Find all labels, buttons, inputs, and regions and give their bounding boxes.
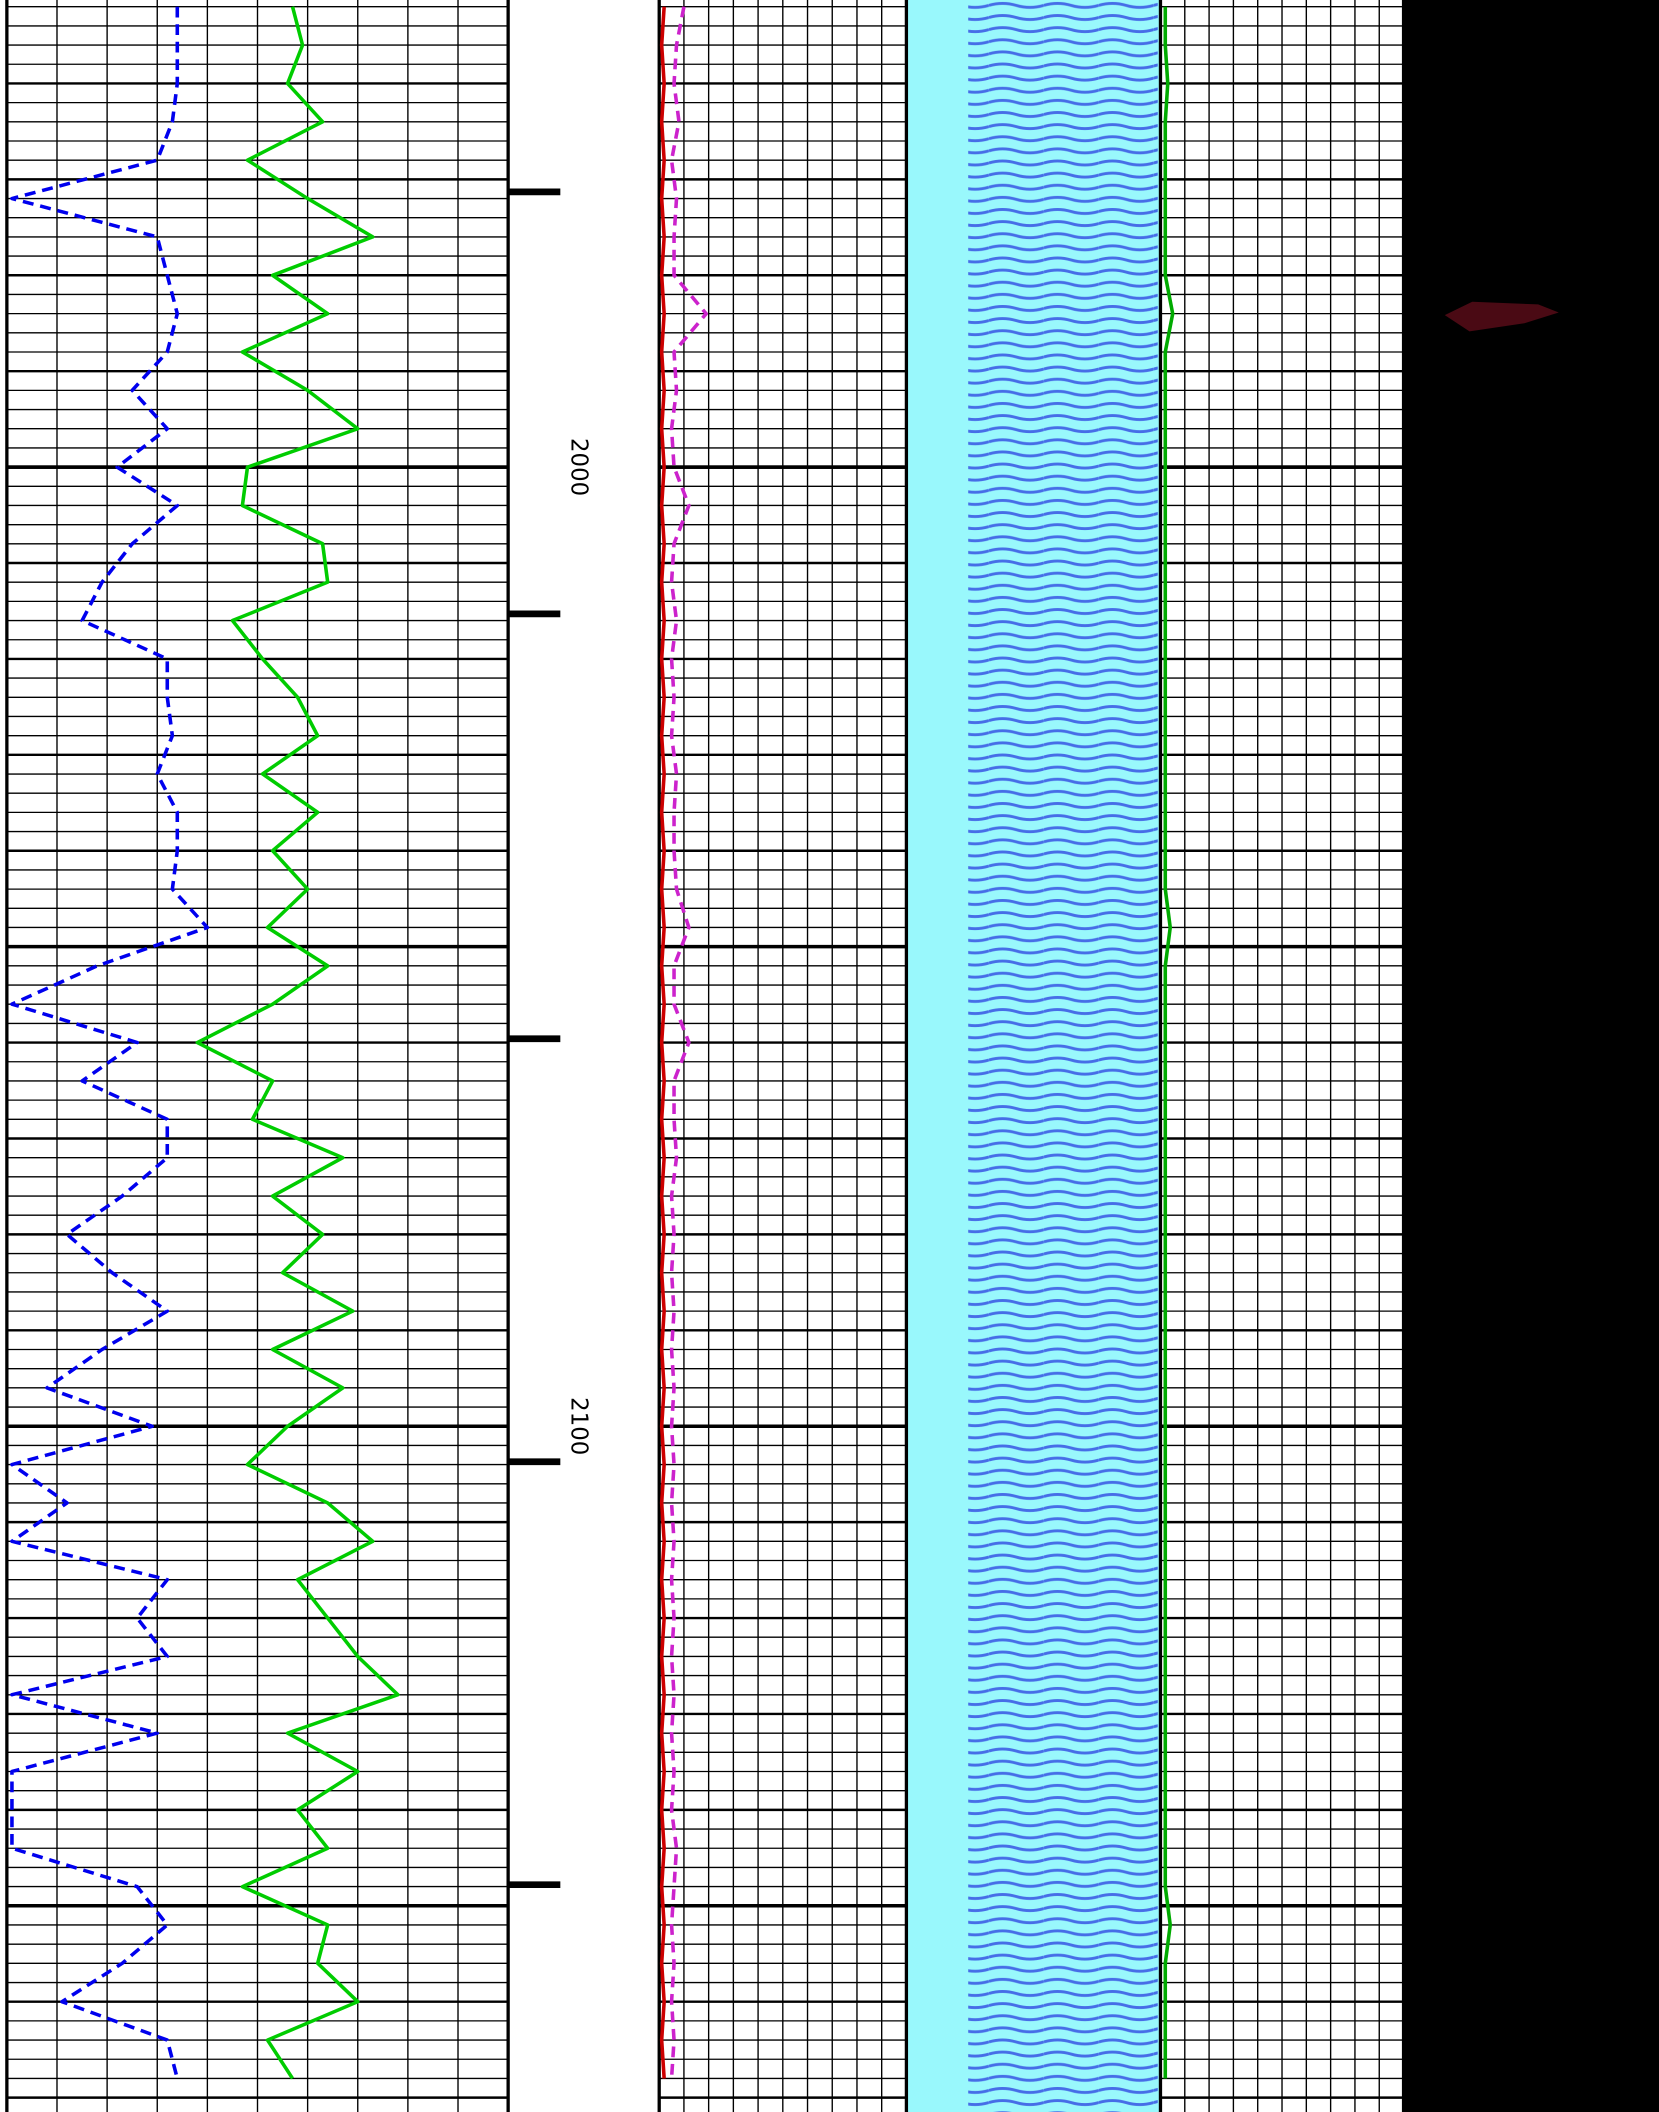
log-curve xyxy=(669,6,708,2079)
log-curve xyxy=(10,6,210,2079)
log-curve xyxy=(659,6,666,2079)
log-curve xyxy=(1163,6,1175,2079)
image-feature xyxy=(1444,301,1559,332)
depth-label: 2000 xyxy=(565,438,591,496)
curves xyxy=(10,6,1175,2080)
log-curve xyxy=(195,6,400,2080)
grid: 2000 2100 xyxy=(5,0,1406,2112)
depth-label: 2100 xyxy=(565,1397,591,1455)
vdl-waveforms xyxy=(968,0,1158,2112)
image-track xyxy=(1403,0,1659,2112)
